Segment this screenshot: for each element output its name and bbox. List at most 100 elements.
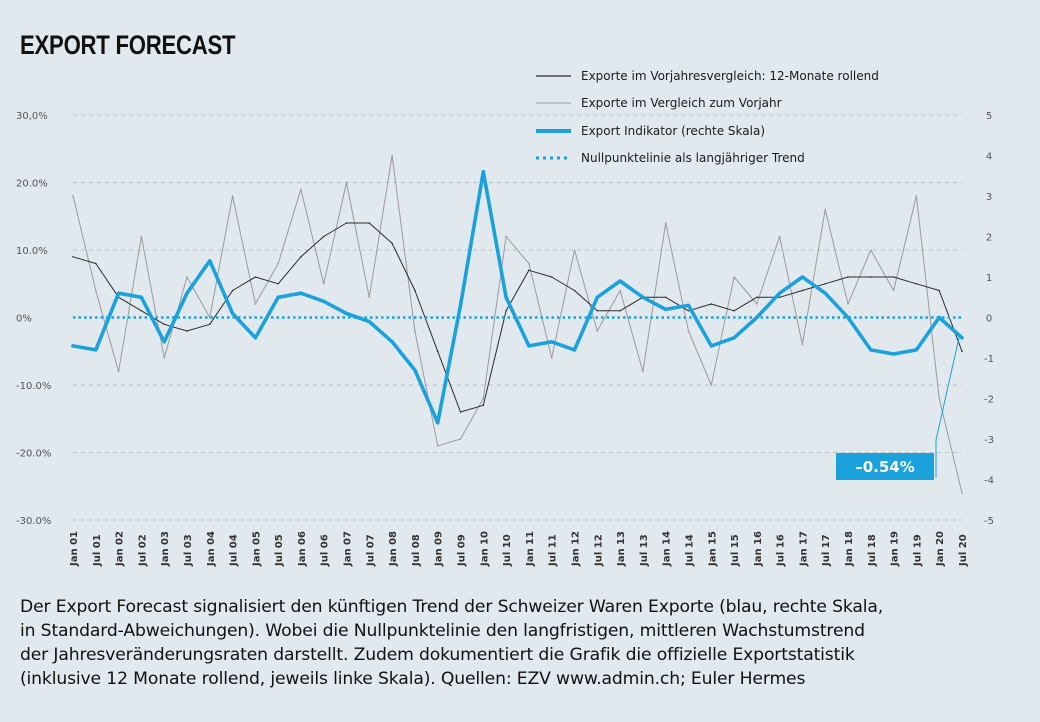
x-tick-label: Jan 17 — [798, 531, 809, 567]
export-forecast-chart: 30,0% 20.0% 10.0% 0% -10.0% -20.0% -30.0% 5 4 3 2… — [16, 69, 994, 567]
left-tick-label: 20.0% — [16, 179, 48, 190]
data-point — [573, 289, 576, 292]
data-point — [756, 296, 758, 299]
x-tick-label: Jul 17 — [821, 534, 832, 567]
callout-box — [836, 453, 934, 480]
caption-line: der Jahresveränderungsraten darstellt. Z… — [20, 645, 855, 665]
x-tick-label: Jul 11 — [548, 534, 559, 567]
data-point — [528, 269, 530, 272]
data-point — [185, 291, 189, 295]
x-tick-label: Jan 20 — [935, 531, 946, 567]
data-point — [116, 291, 121, 295]
x-tick-label: Jan 10 — [479, 531, 490, 567]
data-point — [367, 319, 371, 324]
data-point — [801, 289, 804, 292]
left-tick-label: -30.0% — [16, 516, 51, 527]
data-point — [870, 276, 872, 278]
data-point — [870, 249, 872, 251]
data-point — [94, 348, 98, 352]
x-tick-label: Jan 06 — [297, 531, 308, 567]
data-point — [505, 235, 507, 238]
data-point — [596, 330, 599, 332]
data-point — [322, 235, 325, 238]
data-point — [345, 222, 348, 224]
data-point — [733, 309, 735, 312]
x-tick-label: Jul 20 — [958, 534, 969, 567]
data-point — [528, 262, 530, 265]
data-point — [208, 259, 212, 263]
data-point — [824, 208, 827, 211]
data-point — [504, 295, 508, 299]
x-tick-label: Jan 18 — [844, 531, 855, 567]
data-point — [778, 296, 781, 299]
data-point — [823, 291, 827, 295]
data-point — [436, 421, 440, 425]
data-point — [186, 330, 188, 332]
x-axis: Jan 01 Jul 01 Jan 02 Jul 02 Jan 03 Jul 03 Jan … — [69, 531, 969, 567]
data-point — [186, 276, 188, 278]
x-tick-label: Jan 16 — [753, 531, 764, 567]
data-point — [208, 316, 211, 319]
data-point — [572, 348, 577, 352]
data-point — [710, 384, 713, 386]
caption-line: (inklusive 12 Monate rollend, jeweils li… — [20, 669, 806, 689]
caption-line: in Standard-Abweichungen). Wobei die Nul… — [20, 621, 865, 641]
legend-label: Export Indikator (rechte Skala) — [581, 124, 765, 138]
series-line — [72, 155, 963, 494]
data-point — [117, 370, 120, 373]
data-point — [550, 340, 554, 344]
right-tick-label: -4 — [984, 476, 994, 487]
data-point — [892, 289, 895, 292]
data-point — [960, 336, 964, 340]
x-tick-label: Jul 16 — [776, 534, 787, 567]
chart-title: EXPORT FORECAST — [20, 30, 236, 60]
x-tick-label: Jan 01 — [69, 531, 80, 567]
left-tick-label: 0% — [16, 314, 32, 325]
data-point — [709, 344, 713, 348]
x-tick-label: Jan 15 — [707, 531, 718, 567]
x-tick-label: Jul 12 — [593, 534, 604, 567]
data-point — [390, 340, 394, 344]
data-point — [801, 343, 804, 346]
x-tick-label: Jul 15 — [730, 534, 741, 567]
data-point — [368, 296, 371, 299]
data-point — [300, 188, 302, 191]
data-point — [277, 282, 279, 285]
data-point — [368, 222, 371, 224]
data-point — [162, 340, 166, 344]
data-point — [459, 438, 462, 440]
x-tick-label: Jul 04 — [229, 534, 240, 567]
x-tick-label: Jan 11 — [525, 531, 536, 567]
x-tick-label: Jan 13 — [616, 531, 627, 567]
right-tick-label: -2 — [984, 395, 994, 406]
data-point — [778, 291, 782, 295]
legend-label: Exporte im Vergleich zum Vorjahr — [581, 96, 782, 110]
callout-leader — [935, 337, 960, 441]
data-point — [344, 311, 349, 316]
x-tick-label: Jul 10 — [502, 534, 513, 567]
right-tick-label: 0 — [986, 314, 992, 325]
right-axis: 5 4 3 2 1 0 -1 -2 -3 -4 -5 — [984, 111, 994, 527]
data-point — [892, 276, 895, 278]
data-point — [436, 350, 439, 353]
data-point — [847, 303, 849, 305]
x-tick-label: Jul 03 — [183, 534, 194, 567]
right-tick-label: 3 — [986, 192, 992, 203]
x-tick-label: Jul 08 — [411, 534, 422, 567]
data-point — [140, 309, 143, 312]
data-point — [778, 235, 781, 238]
x-tick-label: Jan 08 — [388, 531, 399, 567]
data-point — [824, 282, 827, 285]
x-tick-label: Jan 02 — [115, 531, 126, 567]
right-tick-label: 2 — [986, 233, 992, 244]
data-point — [619, 289, 621, 292]
data-point — [71, 344, 75, 348]
data-point — [482, 397, 485, 400]
x-tick-label: Jul 18 — [867, 534, 878, 567]
callout-value: –0.54% — [855, 458, 915, 476]
legend: Exporte im Vorjahresvergleich: 12-Monate… — [536, 69, 879, 165]
data-point — [254, 303, 257, 305]
data-point — [299, 291, 303, 295]
data-point — [231, 289, 234, 292]
